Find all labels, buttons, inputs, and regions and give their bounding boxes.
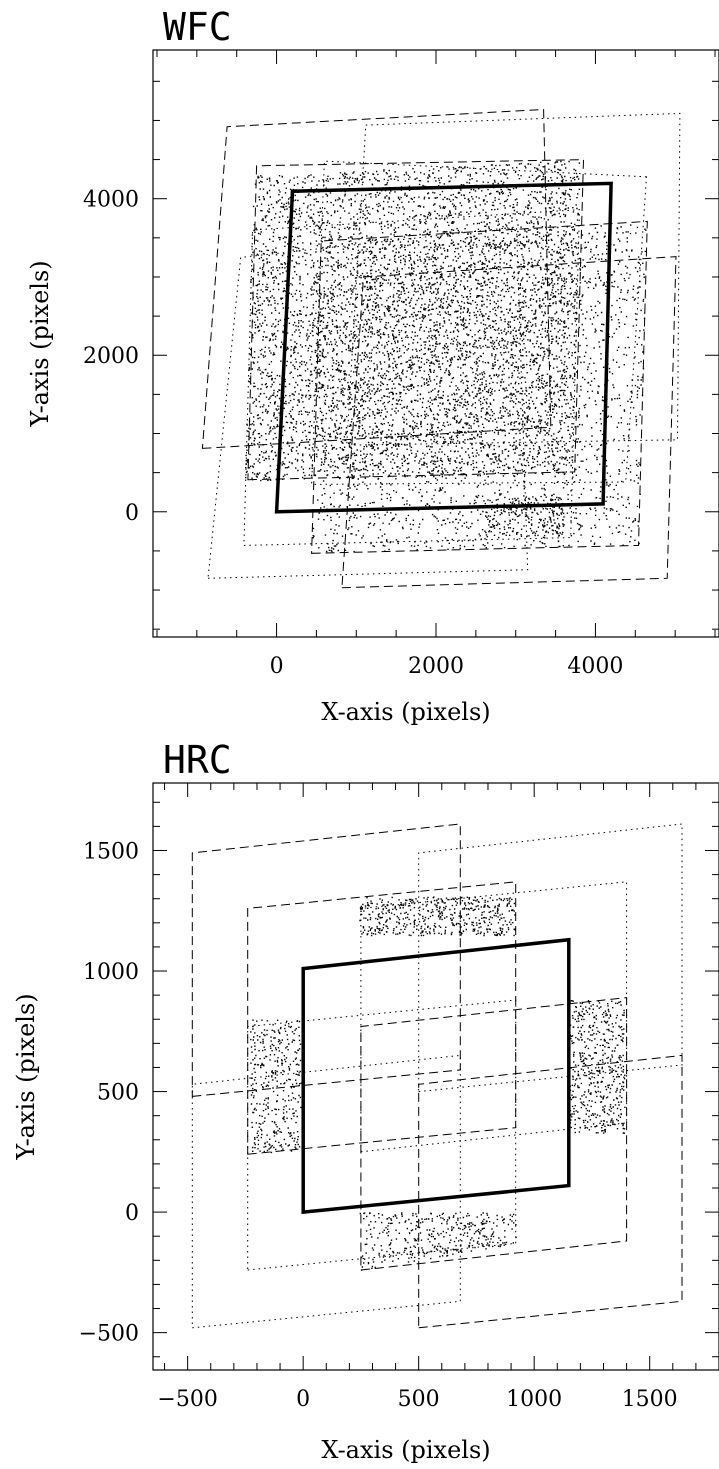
dither-frame-dashed [360,997,628,1271]
wfc-panel: WFC 0 2000 4000 0 2000 4000 X-axis (pixels) Y-ax… [26,5,719,726]
x-tick-label: 1500 [622,1387,678,1412]
y-axis-label: Y-axis (pixels) [12,993,40,1160]
x-axis-label: X-axis (pixels) [321,1436,490,1464]
dither-frame-dotted [191,1054,461,1329]
scatter-region-0 [250,1019,305,1154]
dither-frame-dashed [247,159,585,481]
y-tick-label: 500 [97,1081,139,1106]
dither-frame-dotted [346,112,681,446]
y-tick-label: 2000 [83,344,139,369]
x-axis-label: X-axis (pixels) [321,698,490,726]
scatter-region-3 [568,1000,626,1134]
plot-area [201,108,681,589]
scatter-points [250,896,626,1271]
dither-frame-dotted [311,160,648,485]
x-tick-label: 2000 [408,654,464,679]
plot-area [191,823,683,1329]
scatter-points [245,160,647,553]
scatter-point-set [250,1019,305,1154]
scatter-point-set [484,496,565,537]
dither-frame-dashed [201,108,552,449]
x-tick-label: −500 [157,1387,217,1412]
reference-frame [274,181,613,514]
axis-ticks [153,783,719,1370]
y-tick-label: 1500 [83,839,139,864]
dither-frame-dashed [311,220,648,554]
axes-frame [152,782,719,1371]
reference-frame [301,937,571,1215]
y-tick-label: −500 [79,1322,139,1347]
dither-frame-dotted [418,823,683,1093]
dither-frame-dotted [207,226,529,579]
x-tick-label: 500 [398,1387,440,1412]
y-tick-label: 0 [125,1201,139,1226]
hrc-panel: HRC −500 0 500 1000 1500 −500 0 500 1000 1500 X-axi… [12,738,719,1464]
dither-frame-dotted [247,999,517,1271]
scatter-region-2 [484,496,565,537]
scatter-region-0 [245,160,581,482]
dither-frame-dashed [341,256,677,589]
y-axis-label: Y-axis (pixels) [26,260,54,427]
x-tick-label: 0 [270,654,284,679]
x-tick-label: 1000 [506,1387,562,1412]
scatter-point-set [245,160,581,482]
dither-frame-dashed [191,823,461,1097]
dither-frame-dashed [418,1054,683,1329]
axis-ticks [153,50,719,637]
panel-title: WFC [163,5,232,49]
y-tick-label: 4000 [83,188,139,213]
scatter-region-1 [359,896,516,937]
dither-frame-dashed [247,881,517,1155]
y-tick-label: 1000 [83,960,139,985]
x-tick-label: 4000 [567,654,623,679]
x-tick-label: 0 [296,1387,310,1412]
scatter-point-set [568,1000,626,1134]
scatter-point-set [359,896,516,937]
panel-title: HRC [163,738,232,782]
dither-frame-dotted [243,209,581,546]
y-tick-label: 0 [125,501,139,526]
